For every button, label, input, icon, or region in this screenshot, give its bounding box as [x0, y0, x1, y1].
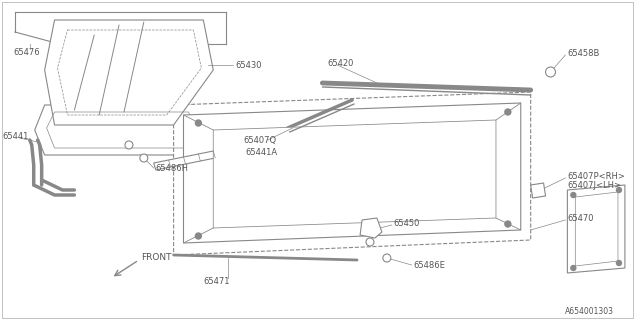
Polygon shape — [154, 148, 230, 170]
Text: A654001303: A654001303 — [565, 308, 614, 316]
Text: FRONT: FRONT — [141, 253, 172, 262]
Text: 65470: 65470 — [568, 213, 594, 222]
Circle shape — [545, 67, 556, 77]
Circle shape — [616, 260, 621, 266]
Circle shape — [505, 109, 511, 115]
Circle shape — [140, 154, 148, 162]
Circle shape — [571, 266, 576, 270]
Circle shape — [195, 120, 202, 126]
Text: 65420: 65420 — [327, 59, 354, 68]
Text: 65430: 65430 — [235, 60, 262, 69]
Polygon shape — [35, 105, 204, 155]
Polygon shape — [531, 183, 545, 198]
Text: 65471: 65471 — [204, 277, 230, 286]
Text: 65407J<LH>: 65407J<LH> — [568, 180, 621, 189]
Text: 65407P<RH>: 65407P<RH> — [568, 172, 625, 180]
Polygon shape — [360, 218, 382, 238]
Circle shape — [505, 221, 511, 227]
Polygon shape — [184, 103, 521, 243]
Polygon shape — [213, 120, 496, 228]
Text: 65486H: 65486H — [156, 164, 189, 172]
Text: 65458B: 65458B — [568, 49, 600, 58]
Circle shape — [383, 254, 391, 262]
Text: 65450: 65450 — [394, 219, 420, 228]
Text: 65407Q: 65407Q — [243, 135, 276, 145]
Text: 65476: 65476 — [13, 47, 40, 57]
Circle shape — [571, 193, 576, 197]
Polygon shape — [173, 92, 531, 255]
Circle shape — [125, 141, 133, 149]
Polygon shape — [45, 20, 213, 125]
Text: 65441: 65441 — [2, 132, 28, 140]
Text: 65486E: 65486E — [413, 260, 445, 269]
Circle shape — [616, 188, 621, 193]
Polygon shape — [568, 185, 625, 273]
Text: 65441A: 65441A — [245, 148, 277, 156]
Circle shape — [366, 238, 374, 246]
Circle shape — [195, 233, 202, 239]
